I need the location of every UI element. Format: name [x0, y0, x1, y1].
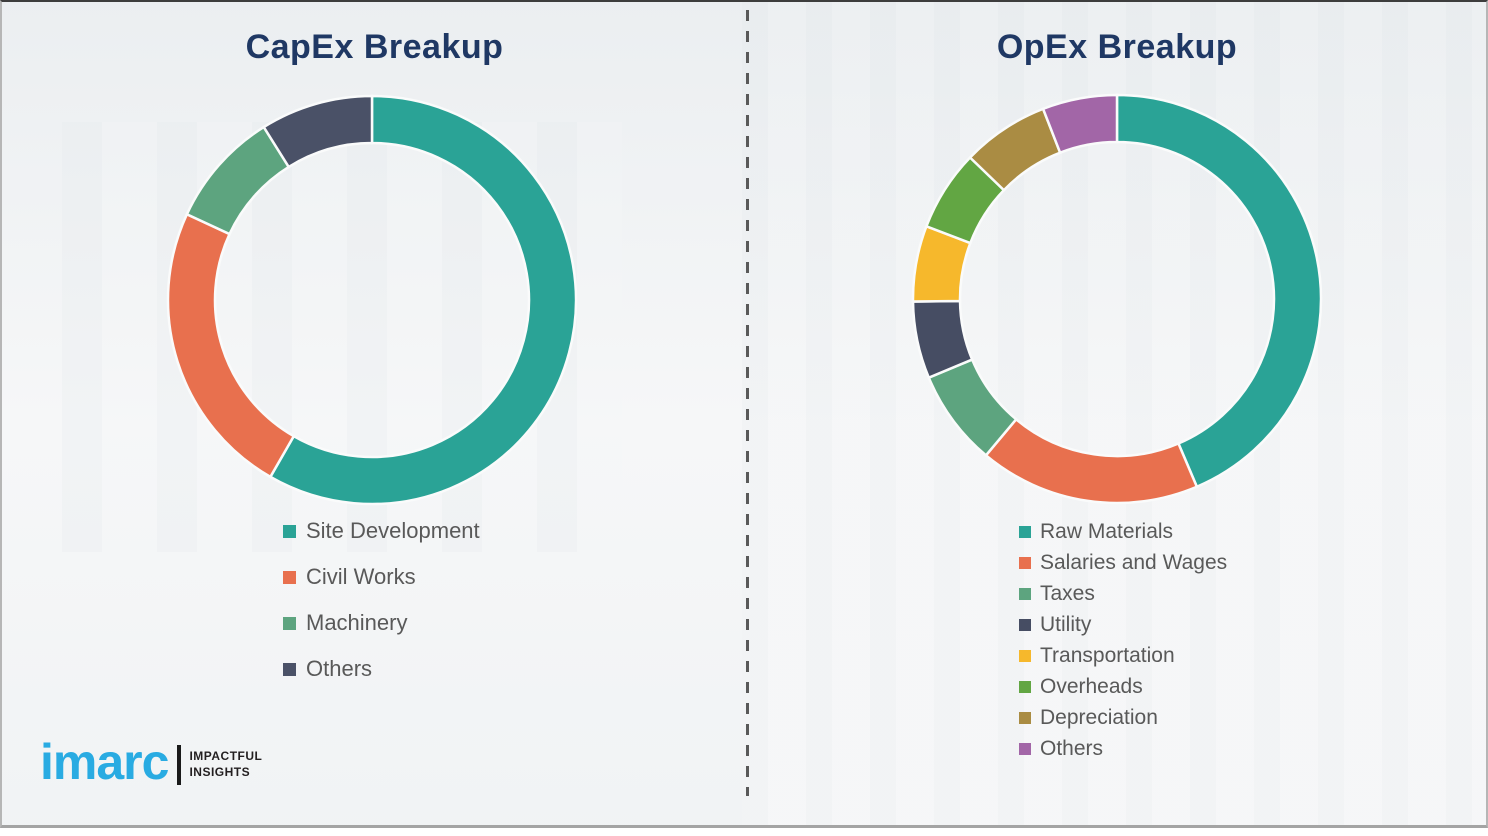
imarc-logo-wordmark: imarc [40, 734, 169, 790]
legend-label-civil-works: Civil Works [306, 564, 416, 589]
donut-segment-others [262, 94, 374, 169]
logo-tagline-line2: INSIGHTS [189, 765, 251, 779]
legend-item-machinery: Machinery [283, 610, 480, 636]
legend-swatch-taxes [1019, 588, 1031, 600]
legend-label-machinery: Machinery [306, 610, 408, 635]
legend-item-salaries-and-wages: Salaries and Wages [1019, 551, 1227, 575]
legend-label-salaries-and-wages: Salaries and Wages [1040, 551, 1228, 574]
dashed-divider [746, 10, 749, 796]
capex-donut-chart [166, 94, 578, 506]
legend-item-depreciation: Depreciation [1019, 706, 1227, 730]
legend-label-others: Others [306, 656, 373, 681]
legend-swatch-utility [1019, 619, 1031, 631]
legend-swatch-others [1019, 743, 1031, 755]
legend-label-overheads: Overheads [1040, 675, 1143, 698]
logo-tagline: IMPACTFUL INSIGHTS [189, 749, 262, 780]
legend-label-utility: Utility [1040, 613, 1092, 636]
donut-segment-others [1041, 93, 1119, 155]
donut-segment-civil-works [166, 212, 296, 479]
legend-swatch-machinery [283, 616, 296, 630]
legend-label-site-development: Site Development [306, 518, 480, 543]
legend-swatch-raw-materials [1019, 526, 1031, 538]
legend-item-transportation: Transportation [1019, 644, 1227, 668]
capex-chart-title: CapEx Breakup [245, 28, 504, 66]
legend-swatch-transportation [1019, 650, 1031, 662]
legend-swatch-others [283, 662, 296, 676]
imarc-logo: imarc IMPACTFUL INSIGHTS [40, 737, 262, 787]
legend-item-taxes: Taxes [1019, 582, 1227, 606]
donut-segment-salaries-and-wages [984, 417, 1199, 505]
logo-tagline-line1: IMPACTFUL [189, 749, 263, 764]
legend-label-depreciation: Depreciation [1040, 706, 1158, 729]
legend-label-transportation: Transportation [1040, 644, 1175, 667]
legend-item-civil-works: Civil Works [283, 564, 480, 590]
donut-segment-site-development [268, 94, 578, 506]
opex-donut-chart [911, 93, 1323, 505]
legend-swatch-civil-works [283, 570, 296, 584]
capex-legend: Site Development Civil Works Machinery Othe… [283, 518, 480, 682]
legend-swatch-salaries-and-wages [1019, 557, 1031, 569]
legend-item-site-development: Site Development [283, 518, 480, 544]
legend-label-others: Others [1040, 737, 1104, 760]
legend-item-overheads: Overheads [1019, 675, 1227, 699]
logo-divider-bar [177, 745, 182, 785]
opex-chart-title: OpEx Breakup [996, 28, 1238, 66]
legend-item-others: Others [1019, 737, 1227, 761]
legend-item-raw-materials: Raw Materials [1019, 520, 1227, 544]
legend-label-taxes: Taxes [1040, 582, 1095, 605]
legend-swatch-site-development [283, 524, 296, 538]
legend-item-utility: Utility [1019, 613, 1227, 637]
legend-item-others: Others [283, 656, 480, 682]
legend-swatch-depreciation [1019, 712, 1031, 724]
donut-segment-raw-materials [1115, 93, 1323, 489]
legend-label-raw-materials: Raw Materials [1040, 520, 1174, 543]
opex-legend: Raw Materials Salaries and Wages Taxes Util… [1019, 520, 1227, 761]
legend-swatch-overheads [1019, 681, 1031, 693]
